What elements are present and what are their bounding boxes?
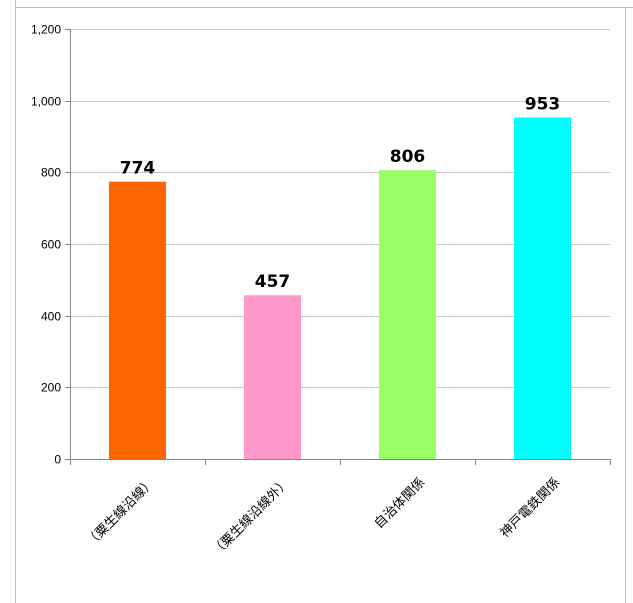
bar-value-label: 457 xyxy=(255,272,291,292)
y-tick-label: 1,000 xyxy=(31,95,61,109)
x-tick-labels: （粟生線沿線） （粟生線沿線外） 自治体関係 神戸電鉄関係 xyxy=(83,475,564,560)
y-tick-label: 600 xyxy=(41,238,61,252)
bar-value-label: 774 xyxy=(120,159,156,179)
y-tick-label: 200 xyxy=(41,381,61,395)
bars xyxy=(109,117,571,459)
y-tick-label: 800 xyxy=(41,166,61,180)
bar-1 xyxy=(244,295,301,459)
x-category-label: （粟生線沿線外） xyxy=(208,475,293,560)
y-tick-label: 0 xyxy=(54,453,61,467)
x-category-label: 神戸電鉄関係 xyxy=(498,475,564,541)
y-tick-label: 400 xyxy=(41,310,61,324)
bar-value-label: 953 xyxy=(525,95,561,115)
x-category-label: （粟生線沿線） xyxy=(83,475,159,551)
y-tick-labels: 0 200 400 600 800 1,000 1,200 xyxy=(31,23,61,467)
bar-3 xyxy=(514,117,571,459)
y-tick-label: 1,200 xyxy=(31,23,61,37)
data-labels: 774 457 806 953 xyxy=(120,95,561,293)
bar-value-label: 806 xyxy=(390,147,426,167)
bar-0 xyxy=(109,181,166,459)
axes xyxy=(65,29,611,465)
x-category-label: 自治体関係 xyxy=(372,475,429,532)
bar-2 xyxy=(379,170,436,459)
